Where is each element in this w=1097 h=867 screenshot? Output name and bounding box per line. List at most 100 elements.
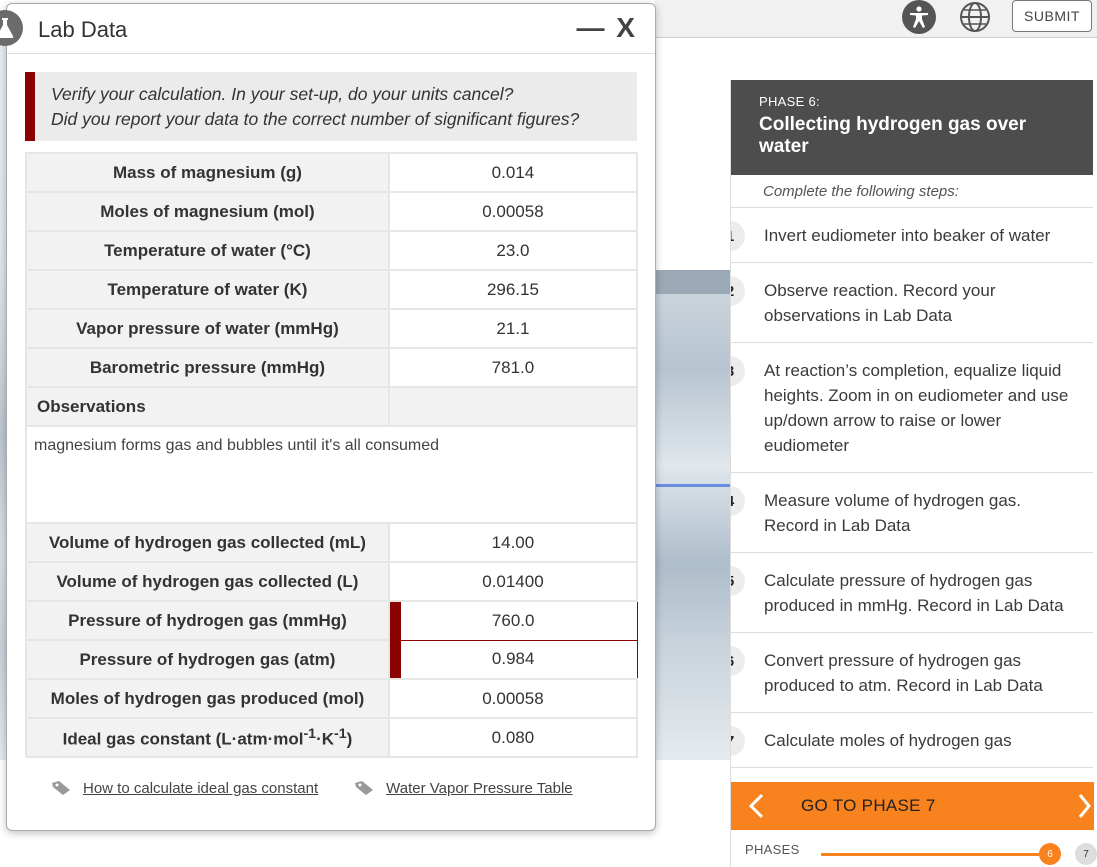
table-row: Pressure of hydrogen gas (atm) 0.984 (25, 639, 638, 680)
row-label: Temperature of water (K) (25, 269, 390, 310)
observations-row: magnesium forms gas and bubbles until it… (25, 425, 638, 524)
row-value[interactable]: 0.00058 (387, 191, 639, 232)
phases-progress: PHASES 6 7 (731, 832, 1097, 867)
gas-constant-prefix: Ideal gas constant (L·atm·mol (62, 729, 304, 749)
row-value[interactable]: 0.080 (387, 717, 639, 758)
row-value-text: 760.0 (491, 610, 535, 630)
step-item: 6 Convert pressure of hydrogen gas produ… (731, 633, 1093, 713)
row-label: Temperature of water (°C) (25, 230, 390, 271)
row-label: Volume of hydrogen gas collected (mL) (25, 522, 390, 563)
verify-line-1: Verify your calculation. In your set-up,… (51, 84, 514, 104)
step-text: Calculate moles of hydrogen gas (764, 731, 1012, 750)
row-value-error[interactable]: 760.0 (388, 600, 638, 641)
row-label: Moles of hydrogen gas produced (mol) (25, 678, 390, 719)
gas-constant-sup-1: -1 (303, 725, 317, 742)
chevron-right-icon[interactable] (1074, 782, 1094, 830)
tag-icon (354, 779, 376, 797)
phases-track (821, 853, 1051, 856)
table-row: Volume of hydrogen gas collected (L) 0.0… (25, 561, 639, 602)
tag-icon (51, 779, 73, 797)
step-number: 3 (731, 356, 745, 386)
eudiometer-glass-image (655, 270, 731, 760)
globe-icon[interactable] (958, 0, 992, 34)
accessibility-icon[interactable] (902, 0, 936, 34)
steps-list[interactable]: 1 Invert eudiometer into beaker of water… (731, 208, 1093, 783)
error-marker (389, 602, 401, 640)
phases-label: PHASES (745, 842, 800, 857)
go-to-next-phase-button[interactable]: GO TO PHASE 7 (731, 782, 1094, 830)
row-value[interactable]: 0.00058 (387, 678, 639, 719)
table-row: Barometric pressure (mmHg) 781.0 (25, 347, 639, 388)
phase-kicker: PHASE 6: (759, 94, 820, 109)
row-label: Volume of hydrogen gas collected (L) (25, 561, 390, 602)
phase-instruction: Complete the following steps: (731, 175, 1093, 208)
observations-label: Observations (25, 386, 390, 427)
step-text: Invert eudiometer into beaker of water (764, 226, 1051, 245)
gas-constant-sup-2: -1 (334, 725, 347, 742)
table-row: Moles of magnesium (mol) 0.00058 (25, 191, 639, 232)
row-label: Mass of magnesium (g) (25, 152, 390, 193)
step-item: 1 Invert eudiometer into beaker of water (731, 208, 1093, 263)
row-label: Moles of magnesium (mol) (25, 191, 390, 232)
row-value-text: 0.984 (491, 649, 535, 669)
step-text: Convert pressure of hydrogen gas produce… (764, 651, 1043, 695)
step-item: 5 Calculate pressure of hydrogen gas pro… (731, 553, 1093, 633)
next-phase-dot[interactable]: 7 (1075, 843, 1097, 865)
row-value-error[interactable]: 0.984 (388, 639, 638, 680)
row-value[interactable]: 14.00 (387, 522, 639, 563)
gas-constant-mid: ·K (316, 729, 335, 749)
link-label[interactable]: Water Vapor Pressure Table (386, 779, 573, 797)
lab-data-modal: Lab Data — X Verify your calculation. In… (0, 3, 656, 831)
minimize-close-control[interactable]: — X (576, 12, 637, 43)
current-phase-dot[interactable]: 6 (1039, 843, 1061, 865)
step-number: 1 (731, 221, 745, 251)
step-text: Measure volume of hydrogen gas. Record i… (764, 491, 1022, 535)
gas-constant-label: Ideal gas constant (L·atm·mol-1·K-1) (25, 717, 390, 758)
chevron-left-icon[interactable] (731, 782, 781, 830)
table-row: Volume of hydrogen gas collected (mL) 14… (25, 522, 639, 563)
table-row: Temperature of water (°C) 23.0 (25, 230, 639, 271)
table-row: Moles of hydrogen gas produced (mol) 0.0… (25, 678, 639, 719)
step-text: Calculate pressure of hydrogen gas produ… (764, 571, 1064, 615)
go-button-label: GO TO PHASE 7 (801, 796, 936, 815)
table-row: Ideal gas constant (L·atm·mol-1·K-1) 0.0… (25, 717, 639, 758)
row-value[interactable]: 296.15 (387, 269, 639, 310)
row-value[interactable]: 0.01400 (387, 561, 639, 602)
verify-line-2: Did you report your data to the correct … (51, 109, 580, 129)
observations-header-row: Observations (25, 386, 639, 427)
step-item: 4 Measure volume of hydrogen gas. Record… (731, 473, 1093, 553)
glass-shade (655, 270, 731, 294)
row-label: Pressure of hydrogen gas (mmHg) (25, 600, 390, 641)
link-label[interactable]: How to calculate ideal gas constant (83, 779, 319, 797)
observations-header-empty (387, 386, 639, 427)
ideal-gas-constant-link[interactable]: How to calculate ideal gas constant (51, 779, 318, 797)
step-number: 6 (731, 646, 745, 676)
step-item: 7 Calculate moles of hydrogen gas (731, 713, 1093, 768)
phase-panel: PHASE 6: Collecting hydrogen gas over wa… (730, 80, 1097, 867)
step-text: At reaction’s completion, equalize liqui… (764, 361, 1069, 455)
gas-constant-suffix: ) (346, 729, 353, 749)
flask-icon (0, 10, 23, 46)
row-value[interactable]: 21.1 (387, 308, 639, 349)
step-number: 7 (731, 726, 745, 756)
water-line (655, 484, 731, 487)
observations-textarea[interactable]: magnesium forms gas and bubbles until it… (25, 425, 638, 524)
submit-button[interactable]: SUBMIT (1012, 0, 1092, 32)
water-vapor-table-link[interactable]: Water Vapor Pressure Table (354, 779, 573, 797)
row-label: Vapor pressure of water (mmHg) (25, 308, 390, 349)
row-value[interactable]: 781.0 (387, 347, 639, 388)
step-number: 2 (731, 276, 745, 306)
verify-notice: Verify your calculation. In your set-up,… (25, 72, 637, 141)
row-value[interactable]: 23.0 (387, 230, 639, 271)
step-item: 3 At reaction’s completion, equalize liq… (731, 343, 1093, 473)
table-row: Pressure of hydrogen gas (mmHg) 760.0 (25, 600, 638, 641)
phase-header: PHASE 6: Collecting hydrogen gas over wa… (731, 80, 1093, 175)
step-number: 4 (731, 486, 745, 516)
step-text: Observe reaction. Record your observatio… (764, 281, 996, 325)
step-number: 5 (731, 566, 745, 596)
lab-data-table: Mass of magnesium (g) 0.014 Moles of mag… (25, 152, 639, 758)
row-value[interactable]: 0.014 (387, 152, 639, 193)
table-row: Mass of magnesium (g) 0.014 (25, 152, 639, 193)
help-links: How to calculate ideal gas constant Wate… (51, 779, 609, 797)
modal-title: Lab Data (38, 17, 128, 42)
